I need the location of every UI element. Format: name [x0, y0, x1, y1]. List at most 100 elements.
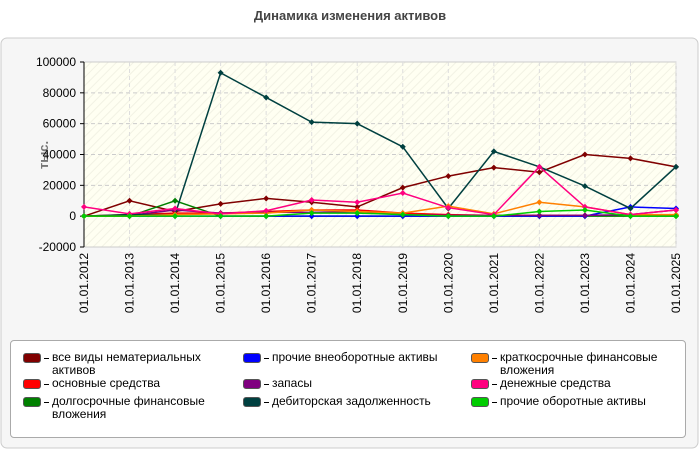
point [81, 213, 87, 220]
point [217, 69, 224, 76]
legend-swatch [243, 379, 261, 389]
legend-label: дебиторская задолженность [272, 394, 431, 408]
legend-dash [492, 358, 497, 359]
legend-item: дебиторская задолженность [243, 395, 453, 408]
y-tick-label: 40000 [43, 148, 77, 162]
x-tick-label: 01.01.2015 [214, 253, 228, 313]
point [581, 183, 588, 190]
legend-dash [492, 384, 497, 385]
point [581, 203, 588, 210]
x-tick-label: 01.01.2017 [305, 253, 319, 313]
legend-swatch [471, 353, 489, 363]
legend-label: запасы [272, 376, 312, 390]
y-tick-label: 60000 [43, 117, 77, 131]
legend-item: запасы [243, 377, 453, 390]
point [627, 213, 634, 220]
point [445, 204, 452, 211]
x-tick-label: 01.01.2024 [623, 253, 637, 313]
legend-swatch [243, 397, 261, 407]
legend-dash [264, 402, 269, 403]
legend-dash [44, 384, 49, 385]
point [354, 213, 361, 220]
series-line [83, 209, 677, 217]
y-tick-label: 80000 [43, 86, 77, 100]
point [126, 213, 133, 220]
point [536, 208, 543, 215]
x-tick-label: 01.01.2020 [441, 253, 455, 313]
y-tick-label: 20000 [43, 178, 77, 192]
legend-swatch [471, 379, 489, 389]
legend-dash [44, 358, 49, 359]
legend-label: денежные средства [500, 376, 611, 390]
x-tick-label: 01.01.2016 [259, 253, 273, 313]
legend-item: денежные средства [471, 377, 676, 390]
point [308, 213, 315, 220]
point [217, 200, 224, 207]
point [490, 148, 497, 155]
point [673, 163, 679, 170]
point [308, 210, 315, 217]
legend-item: прочие внеоборотные активы [243, 351, 453, 364]
legend-item: долгосрочные финансовые вложения [23, 395, 233, 421]
point [581, 207, 588, 213]
point [354, 210, 361, 217]
point [172, 205, 179, 212]
point [126, 197, 133, 204]
point [581, 151, 588, 158]
point [308, 119, 315, 126]
point [673, 213, 679, 220]
x-tick-label: 01.01.2018 [350, 253, 364, 313]
legend-swatch [23, 397, 41, 407]
x-tick-label: 01.01.2023 [578, 253, 592, 313]
legend-label: краткосрочные финансовые вложения [500, 350, 658, 377]
x-tick-label: 01.01.2012 [77, 253, 91, 313]
series-line [84, 209, 676, 217]
point [445, 213, 452, 220]
point [217, 213, 224, 220]
legend-label: основные средства [52, 376, 161, 390]
point [536, 169, 543, 176]
point [354, 120, 361, 127]
series-line [84, 201, 676, 217]
legend-dash [44, 402, 49, 403]
legend-dash [264, 384, 269, 385]
legend-label: прочие внеоборотные активы [272, 350, 438, 364]
point [673, 207, 679, 213]
point [308, 196, 315, 203]
point [263, 213, 270, 220]
y-tick-label: -20000 [39, 240, 77, 254]
legend-label: долгосрочные финансовые вложения [52, 394, 205, 421]
point [399, 190, 406, 197]
legend-label: все виды нематериальных активов [52, 350, 201, 377]
point [354, 203, 361, 210]
x-tick-label: 01.01.2025 [669, 253, 683, 313]
legend-dash [492, 402, 497, 403]
x-tick-label: 01.01.2019 [396, 253, 410, 313]
legend-item: все виды нематериальных активов [23, 351, 233, 377]
point [172, 197, 179, 204]
point [263, 195, 270, 202]
point [308, 207, 315, 213]
legend: все виды нематериальных активов основные … [10, 340, 686, 438]
series-line [83, 165, 677, 216]
point [445, 173, 452, 180]
point [81, 203, 87, 210]
point [354, 199, 361, 206]
legend-item: краткосрочные финансовые вложения [471, 351, 676, 377]
legend-item: основные средства [23, 377, 233, 390]
point [490, 213, 497, 220]
legend-label: прочие оборотные активы [500, 394, 646, 408]
point [490, 164, 497, 171]
x-tick-label: 01.01.2014 [168, 253, 182, 313]
legend-swatch [23, 353, 41, 363]
point [536, 199, 543, 206]
series-line [83, 71, 677, 217]
point [172, 213, 179, 220]
y-tick-label: 100000 [36, 55, 76, 69]
chart-title: Динамика изменения активов [254, 8, 446, 23]
x-tick-label: 01.01.2021 [487, 253, 501, 313]
point [263, 207, 270, 214]
point [627, 155, 634, 162]
y-tick-label: 0 [69, 209, 76, 223]
